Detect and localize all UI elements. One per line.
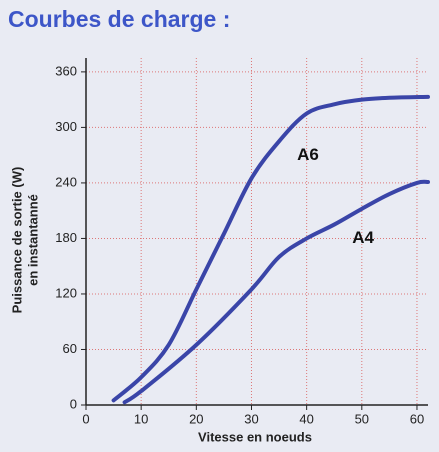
x-tick-label: 20	[189, 411, 203, 426]
y-axis-label: en instantanné	[25, 194, 40, 286]
chart-title: Courbes de charge :	[8, 6, 230, 32]
series-label: A6	[297, 145, 319, 164]
line	[111, 94, 430, 403]
y-tick-label: 300	[55, 119, 77, 134]
x-tick-label: 30	[244, 411, 258, 426]
y-axis-label: Puissance de sortie (W)	[9, 167, 24, 314]
x-tick-label: 10	[134, 411, 148, 426]
y-tick-label: 240	[55, 174, 77, 189]
y-tick-label: 120	[55, 285, 77, 300]
series-label: A4	[352, 228, 374, 247]
line	[122, 179, 430, 405]
y-tick-label: 60	[63, 341, 77, 356]
x-axis-label: Vitesse en noeuds	[198, 429, 312, 444]
x-tick-label: 50	[355, 411, 369, 426]
y-tick-label: 180	[55, 230, 77, 245]
x-tick-label: 60	[410, 411, 424, 426]
x-tick-label: 40	[299, 411, 313, 426]
y-tick-label: 360	[55, 63, 77, 78]
y-tick-label: 0	[70, 396, 77, 411]
x-tick-label: 0	[82, 411, 89, 426]
